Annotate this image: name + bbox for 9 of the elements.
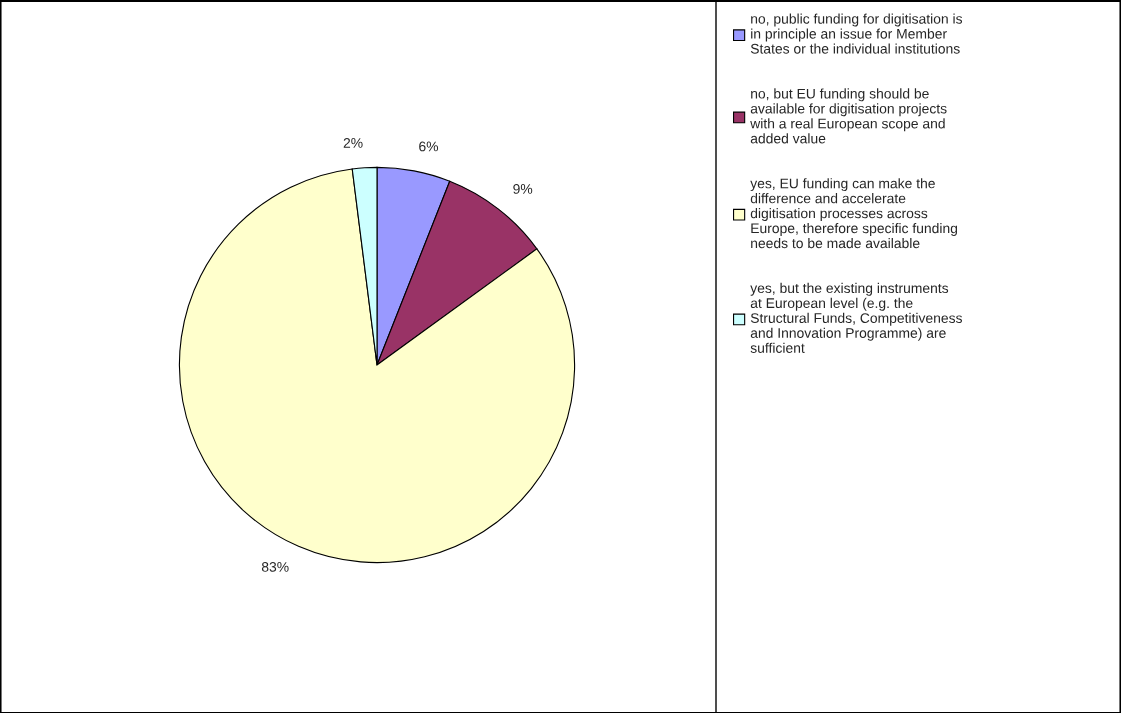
legend-label: yes, EU funding can make the difference and accelerate digitisation processes across Europe, therefore specific funding needs to be made available: [750, 178, 958, 249]
data-label: 6%: [419, 141, 439, 152]
legend-label: no, but EU funding should be available for digitisation projects with a real European scope and added value: [750, 88, 947, 144]
data-label: 9%: [513, 184, 533, 194]
pie-slice: [178, 168, 576, 564]
data-label: 2%: [343, 138, 363, 148]
legend-label: no, public funding for digitisation is in principle an issue for Member States or the individual institutions: [750, 13, 963, 54]
legend-label: yes, but the existing instruments at European level (e.g. the Structural Funds, Competitiveness and Innovation Programme) are sufficient: [750, 282, 962, 353]
data-label: 83%: [261, 562, 289, 572]
